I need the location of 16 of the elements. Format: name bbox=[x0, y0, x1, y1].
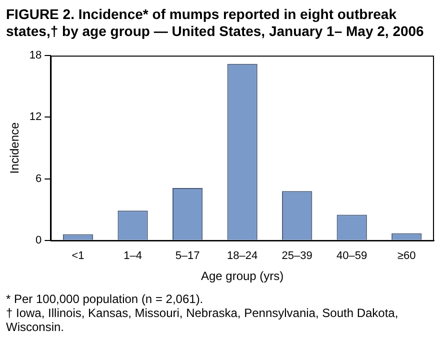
x-tick-label: 40–59 bbox=[336, 250, 368, 262]
y-tick-label: 12 bbox=[29, 111, 42, 124]
x-tick-label: ≥60 bbox=[397, 250, 416, 262]
x-tick-label: 25–39 bbox=[282, 250, 312, 262]
y-tick-label: 0 bbox=[36, 234, 42, 246]
x-tick-label: 5–17 bbox=[175, 250, 200, 262]
y-axis-title: Incidence bbox=[8, 122, 22, 174]
x-tick-label: <1 bbox=[72, 250, 84, 262]
text: * Per 100,000 population (n = 2,061). bbox=[6, 292, 204, 306]
text: † Iowa, Illinois, Kansas, Missouri, Nebraska, Pennsylvania, South Dakota, Wisconsin. bbox=[6, 306, 400, 334]
chart-title: FIGURE 2. Incidence* of mumps reported in eight outbreak states,† by age group — United States, January 1– May 2, 2006 bbox=[5, 5, 425, 41]
x-tick-label: 18–24 bbox=[227, 250, 258, 262]
x-axis-title: Age group (yrs) bbox=[200, 269, 284, 284]
y-tick-label: 18 bbox=[29, 50, 42, 62]
x-tick-label: 1–4 bbox=[124, 250, 142, 262]
y-tick-label: 6 bbox=[36, 172, 42, 185]
